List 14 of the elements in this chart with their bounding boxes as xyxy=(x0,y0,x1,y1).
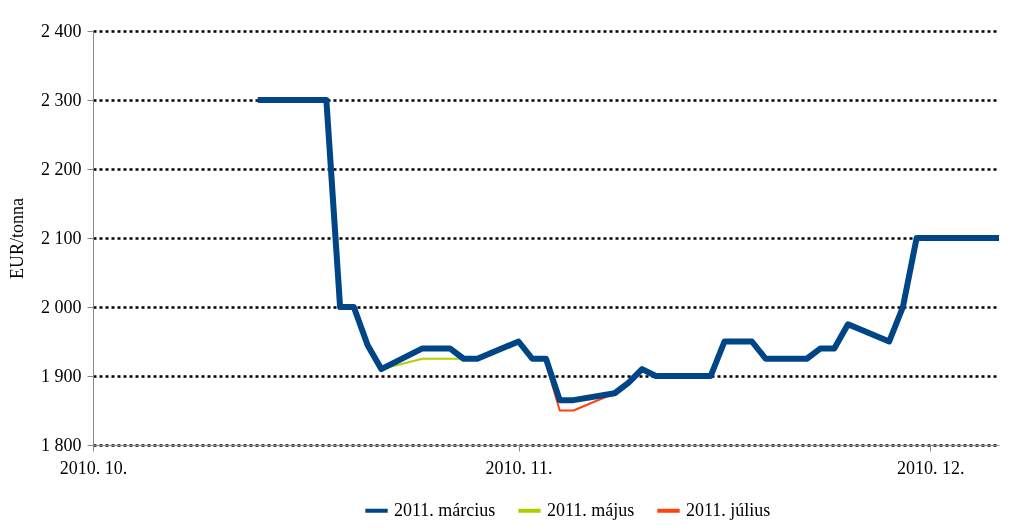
legend-label: 2011. július xyxy=(686,499,771,520)
y-tick-label: 2 000 xyxy=(41,296,82,317)
legend-label: 2011. május xyxy=(547,499,635,520)
x-tick-label: 2010. 10. xyxy=(59,457,128,478)
y-tick-label: 2 100 xyxy=(41,227,82,248)
x-tick-label: 2010. 12. xyxy=(897,457,965,478)
x-tick-label: 2010. 11. xyxy=(485,457,553,478)
y-tick-label: 1 900 xyxy=(41,365,82,386)
legend-label: 2011. március xyxy=(394,499,496,520)
y-tick-label: 2 200 xyxy=(41,158,82,179)
y-tick-label: 2 300 xyxy=(41,89,82,110)
y-axis-title: EUR/tonna xyxy=(7,198,27,279)
y-tick-label: 2 400 xyxy=(41,20,82,41)
y-tick-label: 1 800 xyxy=(41,434,82,455)
